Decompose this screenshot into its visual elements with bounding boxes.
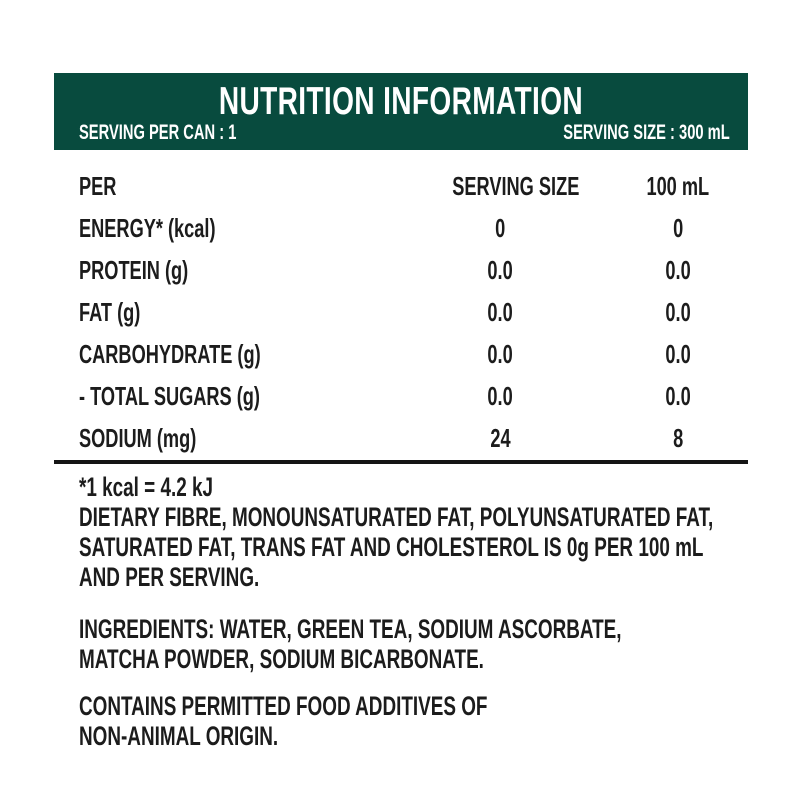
footnote-line: CONTAINS PERMITTED FOOD ADDITIVES OF — [79, 691, 488, 721]
row-100ml-value: 8 — [672, 423, 684, 453]
footnote-line: MATCHA POWDER, SODIUM BICARBONATE. — [79, 644, 484, 674]
nutrition-table: PER SERVING SIZE 100 mL ENERGY* (kcal) 0… — [54, 165, 748, 459]
table-row-sodium: SODIUM (mg) 24 8 — [54, 417, 748, 459]
footnote-line: INGREDIENTS: WATER, GREEN TEA, SODIUM AS… — [79, 614, 622, 644]
additives-note: CONTAINS PERMITTED FOOD ADDITIVES OF NON… — [79, 691, 748, 751]
row-serving-value: 0 — [494, 213, 506, 243]
nutrition-header-bar: NUTRITION INFORMATION SERVING PER CAN : … — [54, 73, 748, 150]
table-header-row: PER SERVING SIZE 100 mL — [54, 165, 748, 207]
row-100ml-value: 0.0 — [665, 381, 691, 411]
table-row-energy: ENERGY* (kcal) 0 0 — [54, 207, 748, 249]
footnote-line: AND PER SERVING. — [79, 562, 260, 592]
footnotes-section: *1 kcal = 4.2 kJ DIETARY FIBRE, MONOUNSA… — [54, 472, 748, 751]
row-serving-value: 0.0 — [487, 381, 513, 411]
page-title: NUTRITION INFORMATION — [218, 80, 584, 123]
footnote-line: NON-ANIMAL ORIGIN. — [79, 721, 279, 751]
table-row-carbohydrate: CARBOHYDRATE (g) 0.0 0.0 — [54, 333, 748, 375]
row-100ml-value: 0.0 — [665, 297, 691, 327]
footnote-line: *1 kcal = 4.2 kJ — [79, 472, 213, 502]
ingredients-note: INGREDIENTS: WATER, GREEN TEA, SODIUM AS… — [79, 614, 748, 674]
serving-info-row: SERVING PER CAN : 1 SERVING SIZE : 300 m… — [79, 122, 730, 144]
row-100ml-value: 0.0 — [665, 339, 691, 369]
row-serving-value: 0.0 — [487, 255, 513, 285]
row-label: SODIUM (mg) — [79, 423, 197, 453]
serving-size-label: SERVING SIZE : 300 mL — [563, 121, 730, 144]
nutrition-label: NUTRITION INFORMATION SERVING PER CAN : … — [54, 73, 748, 751]
kcal-conversion-note: *1 kcal = 4.2 kJ DIETARY FIBRE, MONOUNSA… — [79, 472, 748, 592]
table-row-protein: PROTEIN (g) 0.0 0.0 — [54, 249, 748, 291]
row-serving-value: 0.0 — [487, 297, 513, 327]
nutrition-header-title-row: NUTRITION INFORMATION — [54, 73, 748, 123]
row-label: FAT (g) — [79, 297, 141, 327]
column-header-100ml: 100 mL — [646, 171, 710, 201]
row-label: - TOTAL SUGARS (g) — [79, 381, 260, 411]
divider-rule — [54, 460, 748, 464]
row-label: CARBOHYDRATE (g) — [79, 339, 261, 369]
row-100ml-value: 0 — [672, 213, 684, 243]
row-label: ENERGY* (kcal) — [79, 213, 216, 243]
serving-per-can-label: SERVING PER CAN : 1 — [79, 121, 237, 144]
table-row-total-sugars: - TOTAL SUGARS (g) 0.0 0.0 — [54, 375, 748, 417]
row-100ml-value: 0.0 — [665, 255, 691, 285]
footnote-line: SATURATED FAT, TRANS FAT AND CHOLESTEROL… — [79, 532, 704, 562]
row-serving-value: 0.0 — [487, 339, 513, 369]
row-label: PROTEIN (g) — [79, 255, 189, 285]
row-serving-value: 24 — [489, 423, 511, 453]
column-header-serving-size: SERVING SIZE — [452, 171, 580, 201]
column-header-per: PER — [79, 171, 117, 201]
table-row-fat: FAT (g) 0.0 0.0 — [54, 291, 748, 333]
footnote-line: DIETARY FIBRE, MONOUNSATURATED FAT, POLY… — [79, 502, 714, 532]
